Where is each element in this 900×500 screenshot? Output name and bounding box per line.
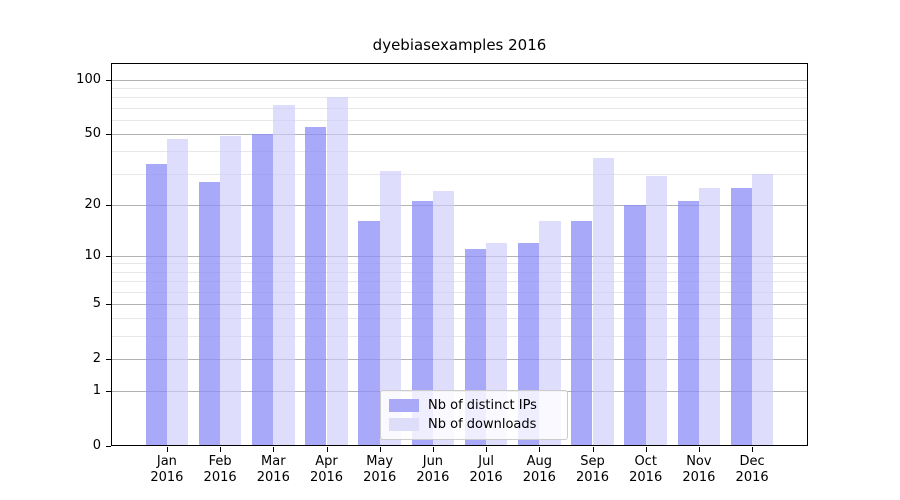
bar-downloads-aug [539,221,561,446]
y-minor-gridline [111,107,808,109]
y-tick-mark [106,391,111,392]
y-tick-label: 20 [84,196,101,212]
x-tick-label: Feb 2016 [203,454,237,485]
y-minor-gridline [111,318,808,320]
y-tick-label: 0 [92,438,101,453]
legend-label-distinct-ips: Nb of distinct IPs [428,398,537,413]
x-tick-mark [379,447,381,452]
x-tick-label: Jul 2016 [469,454,503,485]
y-minor-gridline [111,271,808,273]
bar-ips-jan [145,164,167,446]
bar-ips-nov [677,200,699,446]
y-minor-gridline [111,263,808,265]
y-major-gridline [111,358,808,360]
y-major-gridline [111,204,808,206]
y-major-gridline [111,79,808,81]
bar-ips-apr [305,126,327,446]
bar-ips-mar [252,134,274,446]
y-tick-mark [106,255,111,257]
y-tick-mark [106,303,111,305]
bar-downloads-apr [326,97,348,446]
bar-downloads-may [379,171,401,446]
bar-downloads-sep [592,157,614,446]
y-major-gridline [111,134,808,136]
bar-downloads-jun [432,190,455,446]
y-minor-gridline [111,173,808,175]
x-tick-label: May 2016 [363,454,397,485]
y-tick-label: 2 [92,350,101,366]
y-tick-label: 100 [76,71,101,87]
x-tick-label: Jan 2016 [150,454,184,485]
y-tick-label: 5 [92,295,101,311]
y-tick-mark [106,204,111,206]
bar-downloads-oct [645,176,667,446]
y-tick-label: 50 [84,126,101,142]
x-tick-label: Jun 2016 [416,454,450,485]
bar-downloads-dec [752,173,774,446]
bar-downloads-mar [273,104,295,446]
x-tick-label: Dec 2016 [735,454,769,485]
y-minor-gridline [111,151,808,153]
x-tick-mark [326,447,328,452]
legend-swatch-downloads [389,418,419,431]
chart-title: dyebiasexamples 2016 [372,36,547,54]
x-tick-mark [698,447,700,452]
y-tick-label: 10 [84,247,101,263]
x-tick-label: Apr 2016 [309,454,344,485]
y-major-gridline [111,303,808,305]
x-tick-mark [486,447,488,452]
x-tick-label: Sep 2016 [575,454,610,485]
x-tick-label: Oct 2016 [629,454,663,485]
legend-swatch-distinct-ips [389,399,419,412]
legend: Nb of distinct IPs Nb of downloads [380,390,568,440]
legend-item-distinct-ips: Nb of distinct IPs [389,396,559,415]
x-tick-mark [645,447,647,452]
bar-ips-may [358,221,380,446]
x-tick-mark [432,447,434,452]
bar-ips-feb [198,181,221,446]
bar-downloads-nov [698,187,721,446]
x-tick-mark [166,447,168,452]
x-tick-label: Nov 2016 [682,454,716,485]
x-tick-mark [220,447,222,452]
legend-label-downloads: Nb of downloads [428,417,537,432]
y-tick-mark [106,79,111,81]
bar-ips-jun [411,200,433,446]
x-tick-mark [592,447,594,452]
x-tick-label: Mar 2016 [256,454,290,485]
y-minor-gridline [111,88,808,90]
y-tick-mark [106,446,111,447]
y-minor-gridline [111,281,808,283]
y-minor-gridline [111,119,808,121]
y-tick-mark [106,358,111,360]
y-major-gridline [111,255,808,257]
y-tick-mark [106,134,111,136]
legend-item-downloads: Nb of downloads [389,415,559,434]
x-tick-mark [539,447,541,452]
bar-downloads-jan [166,138,189,446]
y-minor-gridline [111,336,808,337]
x-tick-mark [752,447,754,452]
y-minor-gridline [111,291,808,293]
bar-ips-oct [624,204,646,446]
y-minor-gridline [111,97,808,99]
bar-downloads-feb [220,135,242,446]
x-tick-label: Aug 2016 [522,454,556,485]
x-tick-mark [273,447,275,452]
bar-ips-dec [730,187,753,446]
bar-ips-sep [571,221,593,446]
y-tick-label: 1 [92,383,101,398]
